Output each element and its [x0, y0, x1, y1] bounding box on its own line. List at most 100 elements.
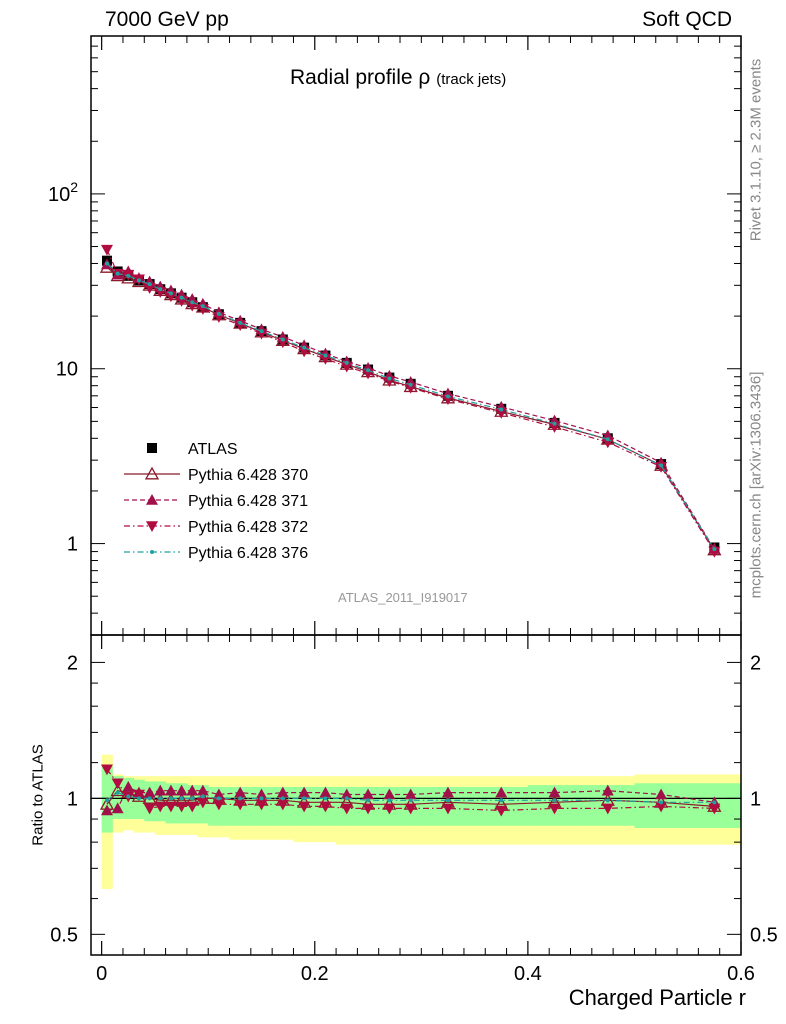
legend-marker	[146, 521, 158, 532]
ratio-data-point	[404, 803, 417, 815]
x-tick-label: 0.2	[301, 963, 329, 985]
ratio-data-point	[441, 803, 454, 815]
legend-label: Pythia 6.428 376	[188, 545, 308, 562]
main-data-point	[323, 353, 328, 358]
ratio-data-point	[383, 803, 396, 815]
ratio-data-point	[655, 801, 668, 813]
ratio-data-point	[126, 794, 131, 799]
ratio-data-point	[234, 786, 247, 798]
legend-label: Pythia 6.428 370	[188, 467, 308, 484]
source-label: mcplots.cern.ch [arXiv:1306.3436]	[747, 371, 765, 599]
ratio-data-point	[164, 784, 177, 796]
ratio-data-point	[298, 801, 311, 813]
ratio-data-point	[186, 801, 199, 813]
ratio-y-axis-label: Ratio to ATLAS	[29, 744, 47, 846]
main-data-point	[383, 376, 396, 388]
ratio-data-point	[200, 794, 205, 799]
ratio-data-point	[196, 784, 209, 796]
ratio-series-line	[106, 768, 715, 812]
ratio-y-tick-label-right: 0.5	[750, 924, 778, 946]
y-tick-label: 1	[67, 534, 78, 556]
ratio-data-point	[154, 801, 167, 813]
ratio-data-point	[100, 764, 113, 776]
main-data-point	[216, 311, 221, 316]
ratio-data-point	[111, 802, 124, 814]
main-data-point	[495, 407, 508, 419]
ratio-data-point	[362, 788, 375, 800]
main-data-point	[126, 273, 131, 278]
main-data-point	[276, 337, 289, 349]
main-data-point	[319, 353, 332, 365]
main-data-point	[708, 546, 721, 558]
ratio-data-point	[340, 788, 353, 800]
x-tick-label: 0	[96, 963, 107, 985]
ratio-data-point	[655, 788, 668, 800]
main-data-point	[548, 422, 561, 433]
ratio-data-point	[147, 796, 152, 801]
chart-title-main: Radial profile ρ	[290, 66, 431, 89]
ratio-data-point	[366, 798, 371, 803]
main-data-point	[255, 328, 268, 340]
main-data-point	[387, 376, 392, 381]
main-data-point	[445, 394, 450, 399]
main-data-point	[340, 361, 353, 373]
main-data-point	[366, 368, 371, 373]
ratio-data-point	[601, 784, 614, 796]
ratio-data-point	[712, 800, 717, 805]
ratio-series-372	[100, 764, 721, 817]
chart-title-sub: (track jets)	[436, 71, 507, 88]
ratio-data-point	[110, 783, 125, 797]
uncertainty-band-stat	[112, 776, 124, 820]
ratio-data-point	[601, 803, 614, 815]
x-tick-label: 0.6	[727, 963, 755, 985]
main-data-point	[234, 320, 247, 331]
x-tick-label: 0.4	[514, 963, 542, 985]
ratio-data-point	[216, 796, 221, 801]
ratio-data-point	[445, 798, 450, 803]
ratio-data-point	[143, 803, 156, 815]
ratio-data-point	[319, 801, 332, 813]
ratio-data-point	[659, 800, 664, 805]
main-data-point	[147, 282, 152, 287]
main-data-point	[404, 382, 417, 394]
main-data-point	[552, 421, 557, 426]
ratio-series-371	[100, 780, 721, 816]
y-tick-label: 10	[56, 359, 78, 381]
main-data-point	[143, 283, 156, 294]
main-data-point	[659, 463, 664, 468]
ratio-data-point	[255, 788, 268, 800]
ratio-data-point	[158, 796, 163, 801]
main-data-point	[441, 394, 454, 406]
main-data-point	[158, 287, 163, 292]
main-series-376	[104, 261, 717, 552]
legend-label: Pythia 6.428 372	[188, 519, 308, 536]
category-label: Soft QCD	[642, 8, 732, 31]
legend: ATLAS Pythia 6.428 370 Pythia 6.428 371 Pyt…	[124, 441, 308, 562]
ratio-data-point	[104, 798, 109, 803]
ratio-data-point	[142, 791, 157, 804]
main-data-point	[605, 437, 610, 442]
ratio-data-point	[143, 786, 156, 798]
ratio-data-point	[115, 790, 120, 795]
ratio-data-point	[190, 796, 195, 801]
main-data-point	[499, 407, 504, 412]
ratio-data-point	[175, 784, 188, 796]
main-data-point	[104, 261, 109, 266]
ratio-data-point	[548, 786, 561, 798]
main-data-point	[200, 304, 205, 309]
main-data-point	[136, 278, 141, 283]
ratio-data-point	[340, 803, 353, 815]
ratio-data-point	[387, 798, 392, 803]
ratio-data-point	[196, 797, 209, 809]
ratio-data-point	[132, 789, 145, 801]
ratio-y-tick-label-right: 2	[750, 652, 761, 674]
ratio-data-point	[708, 803, 721, 815]
ratio-plot-frame	[90, 634, 742, 956]
main-data-point	[196, 304, 209, 315]
ratio-data-point	[323, 796, 328, 801]
ratio-data-point	[383, 788, 396, 800]
ratio-data-point	[344, 796, 349, 801]
ratio-data-point	[276, 786, 289, 798]
legend-marker	[150, 550, 154, 554]
main-data-point	[115, 271, 120, 276]
